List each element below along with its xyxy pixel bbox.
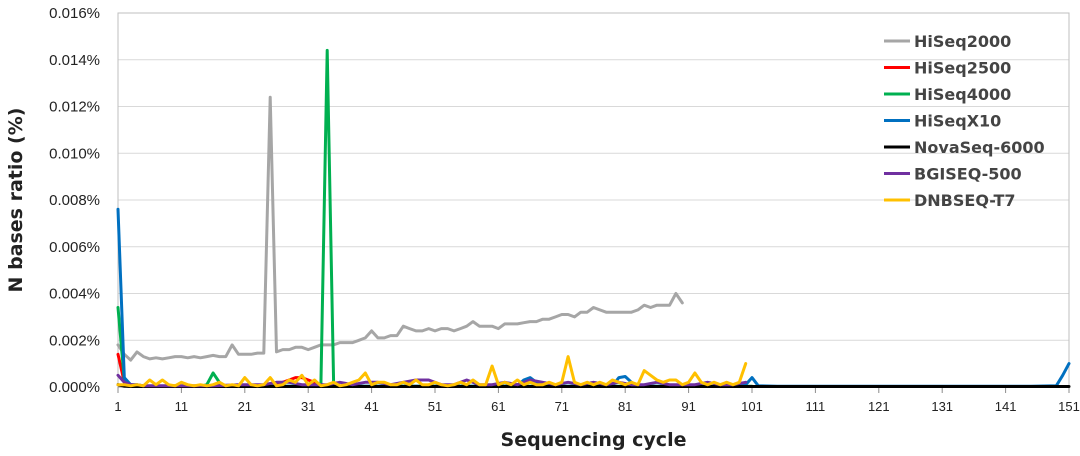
- x-tick-label: 41: [364, 399, 378, 414]
- x-tick-label: 121: [868, 399, 890, 414]
- x-axis-ticks: 1 11 21 31 41 51 61 71 81 91 101 111 121 131 141 151: [114, 386, 1080, 414]
- x-tick-label: 131: [931, 399, 953, 414]
- x-tick-label: 1: [114, 399, 121, 414]
- y-tick-label: 0.008%: [49, 192, 100, 209]
- y-tick-label: 0.002%: [49, 332, 100, 349]
- y-tick-label: 0.004%: [49, 286, 100, 303]
- series-line-hiseqx10: [116, 207, 1071, 388]
- y-tick-label: 0.010%: [49, 145, 100, 162]
- x-tick-label: 61: [491, 399, 505, 414]
- x-tick-label: 11: [175, 399, 189, 414]
- legend: HiSeq2000 HiSeq2500 HiSeq4000 HiSeqX10 NovaS…: [884, 32, 1045, 210]
- y-axis-ticks: 0.000% 0.002% 0.004% 0.006% 0.008% 0.010% 0.01…: [49, 5, 100, 396]
- y-tick-label: 0.014%: [49, 52, 100, 69]
- x-tick-label: 21: [238, 399, 252, 414]
- legend-label-hiseq2000: HiSeq2000: [914, 32, 1011, 51]
- x-tick-label: 151: [1058, 399, 1080, 414]
- x-tick-label: 51: [428, 399, 442, 414]
- series-line-hiseq2000: [116, 95, 684, 362]
- series-line-dnbseq-t7: [116, 355, 748, 388]
- legend-label-novaseq-6000: NovaSeq-6000: [914, 138, 1045, 157]
- y-axis-title: N bases ratio (%): [5, 108, 27, 293]
- x-tick-label: 111: [806, 399, 826, 414]
- legend-label-hiseq2500: HiSeq2500: [914, 59, 1011, 78]
- x-tick-label: 101: [741, 399, 763, 414]
- legend-label-dnbseq-t7: DNBSEQ-T7: [914, 191, 1016, 210]
- series-line-hiseq4000: [116, 48, 754, 388]
- y-tick-label: 0.012%: [49, 99, 100, 116]
- legend-label-hiseq4000: HiSeq4000: [914, 85, 1011, 104]
- x-tick-label: 31: [301, 399, 315, 414]
- y-tick-label: 0.000%: [49, 379, 100, 396]
- x-tick-label: 91: [681, 399, 695, 414]
- legend-label-hiseqx10: HiSeqX10: [914, 112, 1001, 131]
- x-tick-label: 141: [995, 399, 1017, 414]
- series-layer: [116, 48, 1071, 388]
- legend-label-bgiseq-500: BGISEQ-500: [914, 165, 1022, 184]
- x-tick-label: 71: [555, 399, 569, 414]
- x-axis-title: Sequencing cycle: [501, 429, 687, 451]
- y-tick-label: 0.016%: [49, 5, 100, 22]
- y-tick-label: 0.006%: [49, 239, 100, 256]
- x-tick-label: 81: [618, 399, 632, 414]
